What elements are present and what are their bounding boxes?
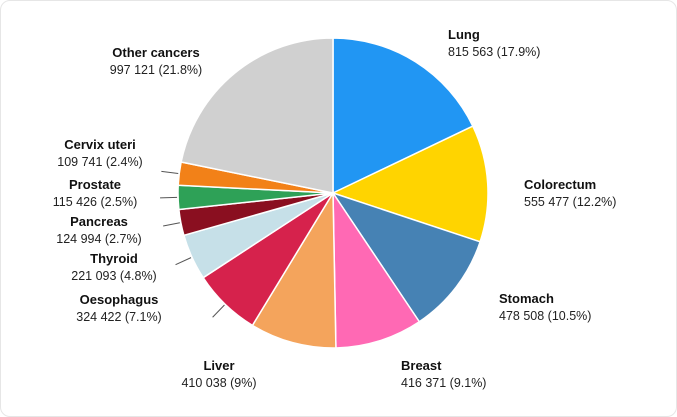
slice-name: Cervix uteri bbox=[64, 137, 136, 152]
pie-slice-colorectum bbox=[330, 125, 489, 243]
pie-slice-breast bbox=[332, 190, 421, 349]
slice-name: Oesophagus bbox=[79, 292, 159, 307]
slice-label-oesophagus: Oesophagus 324 422 (7.1%) bbox=[67, 292, 171, 325]
slice-value: 815 563 (17.9%) bbox=[448, 44, 541, 59]
slice-name: Lung bbox=[448, 27, 480, 42]
leader-line-oesophagus bbox=[212, 304, 225, 318]
leader-line-thyroid bbox=[175, 257, 192, 266]
pie-slice-other-cancers bbox=[180, 37, 334, 194]
slice-name: Other cancers bbox=[112, 45, 200, 60]
slice-label-pancreas: Pancreas 124 994 (2.7%) bbox=[47, 214, 151, 247]
slice-value: 115 426 (2.5%) bbox=[52, 194, 138, 209]
slice-name: Prostate bbox=[68, 177, 122, 192]
slice-value: 555 477 (12.2%) bbox=[524, 194, 617, 209]
slice-label-other-cancers: Other cancers 997 121 (21.8%) bbox=[94, 45, 218, 78]
slice-name: Liver bbox=[203, 358, 235, 373]
slice-value: 416 371 (9.1%) bbox=[401, 375, 487, 390]
slice-label-thyroid: Thyroid 221 093 (4.8%) bbox=[62, 251, 166, 284]
slice-label-stomach: Stomach 478 508 (10.5%) bbox=[499, 291, 591, 324]
slice-label-colorectum: Colorectum 555 477 (12.2%) bbox=[524, 177, 616, 210]
slice-name: Pancreas bbox=[70, 214, 128, 229]
slice-name: Colorectum bbox=[524, 177, 597, 192]
slice-label-breast: Breast 416 371 (9.1%) bbox=[401, 358, 486, 391]
slice-value: 221 093 (4.8%) bbox=[71, 268, 157, 283]
pie-slice-liver bbox=[251, 190, 337, 349]
slice-value: 410 038 (9%) bbox=[181, 375, 257, 390]
slice-value: 478 508 (10.5%) bbox=[499, 308, 592, 323]
leader-line-cervix-uteri bbox=[161, 170, 179, 174]
leader-line-pancreas bbox=[163, 222, 180, 227]
slice-value: 124 994 (2.7%) bbox=[56, 231, 142, 246]
slice-label-cervix-uteri: Cervix uteri 109 741 (2.4%) bbox=[48, 137, 152, 170]
slice-name: Stomach bbox=[499, 291, 554, 306]
slice-value: 109 741 (2.4%) bbox=[57, 154, 143, 169]
slice-name: Breast bbox=[401, 358, 442, 373]
slice-label-prostate: Prostate 115 426 (2.5%) bbox=[43, 177, 147, 210]
slice-value: 997 121 (21.8%) bbox=[109, 62, 203, 77]
slice-label-liver: Liver 410 038 (9%) bbox=[159, 358, 279, 391]
slice-name: Thyroid bbox=[90, 251, 138, 266]
slice-label-lung: Lung 815 563 (17.9%) bbox=[448, 27, 540, 60]
slice-value: 324 422 (7.1%) bbox=[76, 309, 162, 324]
pie-slice-lung bbox=[332, 37, 474, 195]
pie-slice-stomach bbox=[331, 191, 482, 323]
